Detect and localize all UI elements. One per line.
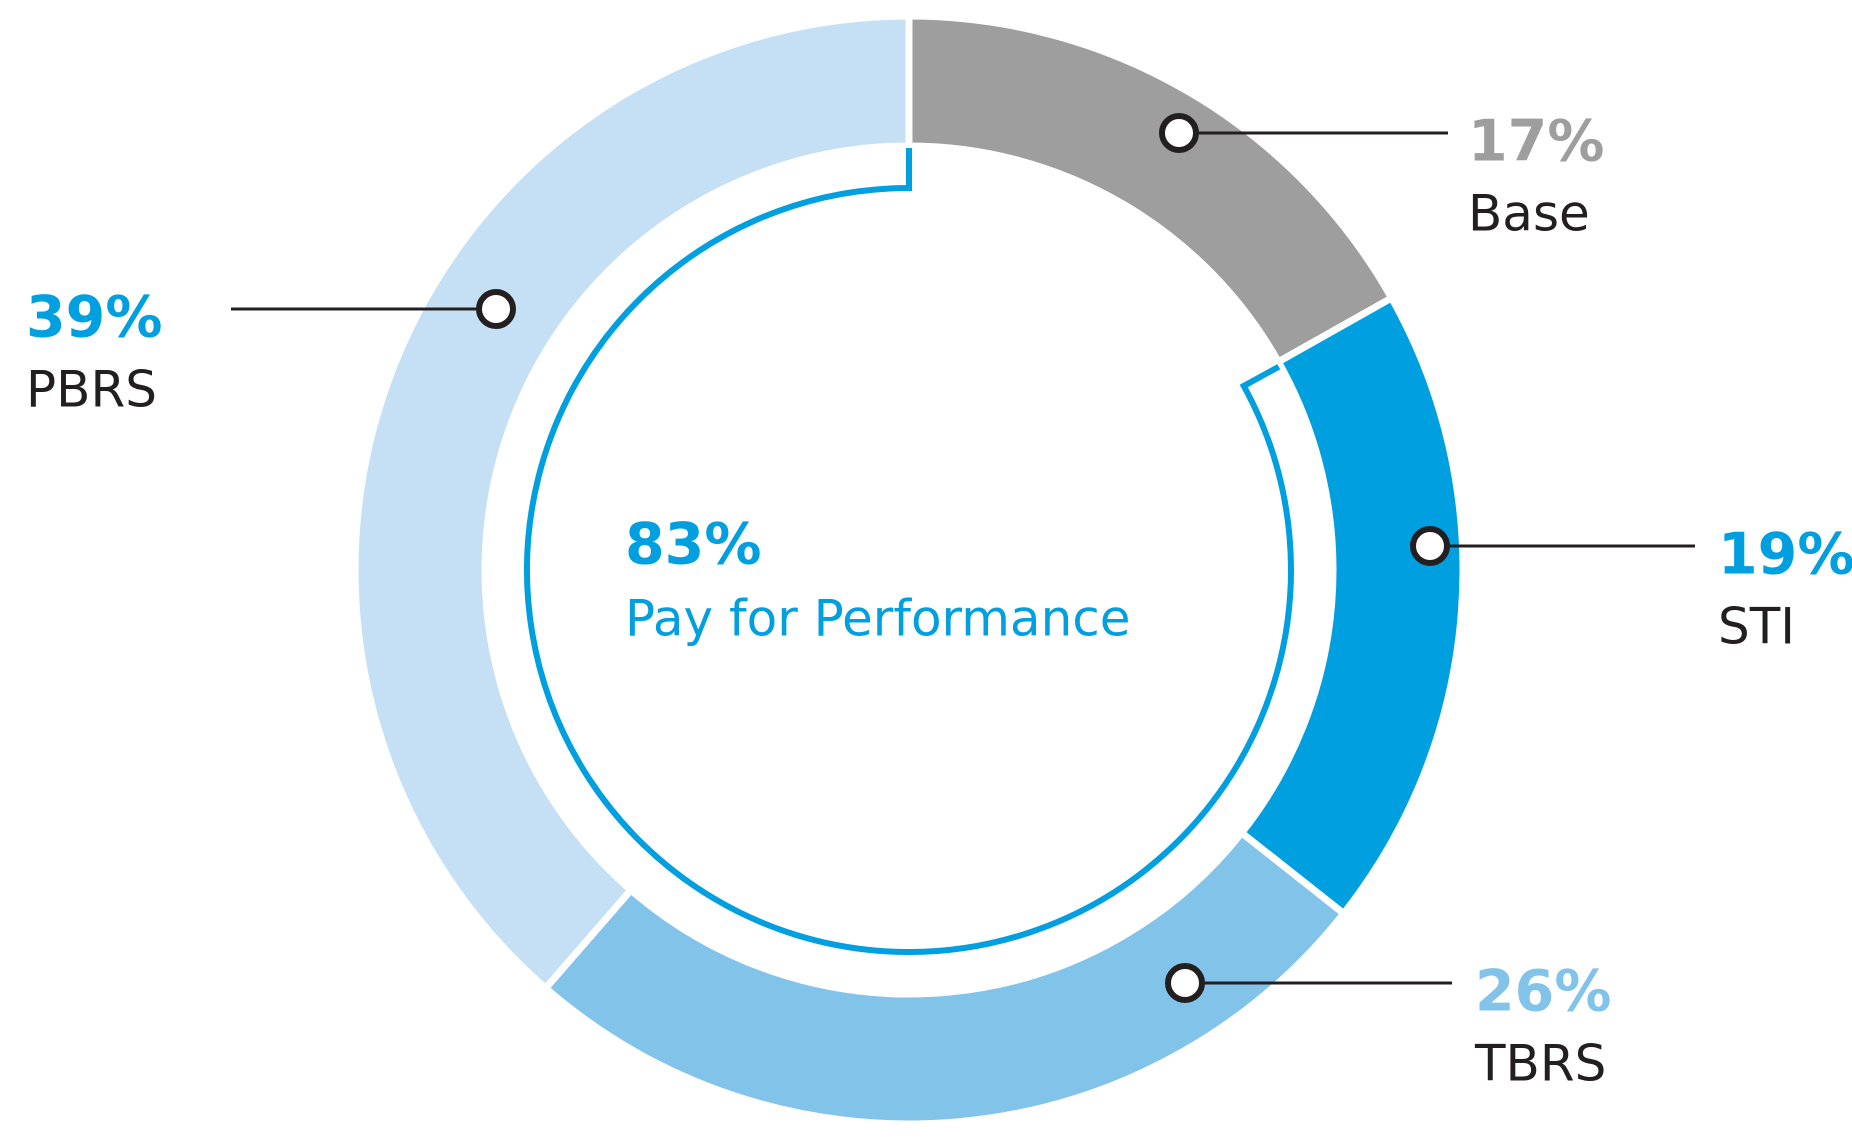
category-label: PBRS (26, 361, 157, 419)
value-label: 39% (26, 285, 162, 351)
leader-dot (1159, 113, 1199, 153)
value-label: 19% (1718, 522, 1852, 588)
value-label: 17% (1468, 109, 1604, 175)
category-label: Base (1468, 185, 1590, 243)
donut-segment (905, 12, 1397, 367)
center-value: 83% (625, 512, 761, 578)
category-label: TBRS (1474, 1035, 1606, 1093)
donut-segment (351, 12, 913, 994)
center-text: Pay for Performance (625, 590, 1131, 648)
performance-arc (524, 148, 1294, 955)
leader-dot (1410, 526, 1450, 566)
leader-dot (1165, 963, 1205, 1003)
donut-segment (540, 827, 1349, 1128)
category-label: STI (1718, 598, 1795, 656)
leader-dot (476, 289, 516, 329)
value-label: 26% (1475, 959, 1611, 1025)
donut-segment (1236, 293, 1467, 919)
